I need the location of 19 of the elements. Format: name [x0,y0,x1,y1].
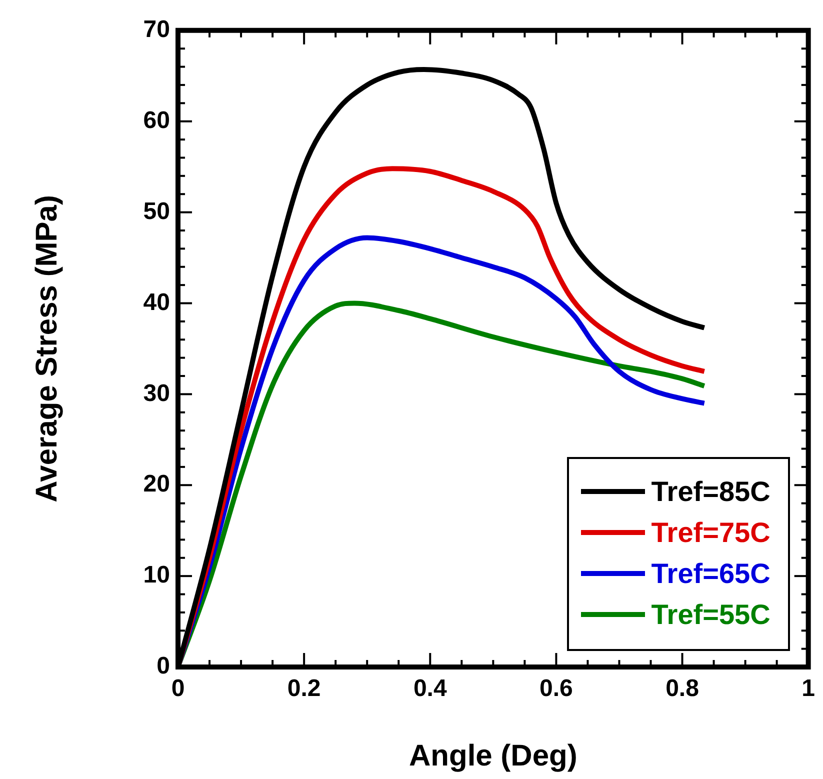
y-tick-label: 60 [143,106,170,134]
legend-label: Tref=55C [651,598,770,630]
x-tick-label: 0.8 [666,675,699,702]
y-tick-label: 50 [143,198,170,225]
x-tick-label: 0.6 [540,675,573,702]
y-tick-label: 0 [156,652,170,680]
y-tick-label: 40 [143,288,170,316]
x-tick-label: 0.4 [413,675,448,702]
x-axis-title: Angle (Deg) [409,739,578,772]
legend-label: Tref=65C [651,558,770,590]
x-tick-label: 0.2 [287,675,321,702]
y-tick-label: 70 [143,16,170,44]
x-tick-label: 1 [802,675,816,702]
y-axis-title: Average Stress (MPa) [30,195,64,502]
y-tick-label: 30 [143,380,170,407]
y-tick-label: 20 [143,470,170,498]
y-tick-label: 10 [143,562,170,589]
legend-label: Tref=85C [651,476,770,508]
legend-label: Tref=75C [651,516,770,548]
